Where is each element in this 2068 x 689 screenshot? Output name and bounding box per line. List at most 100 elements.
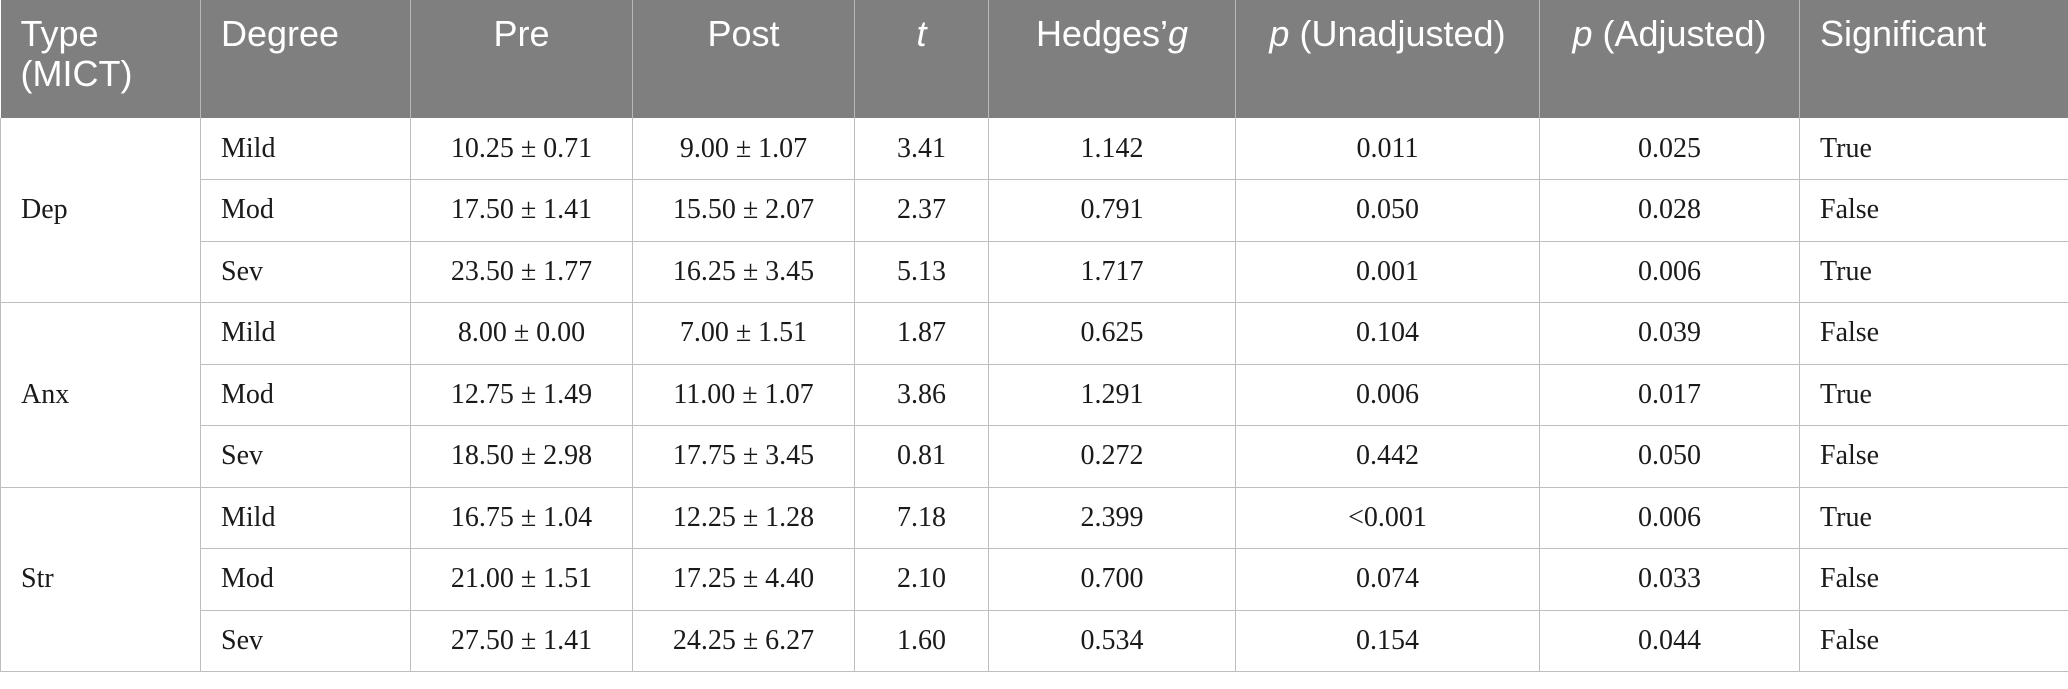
header-hedges: Hedges’g (988, 0, 1236, 118)
table-row: Str Mild 16.75 ± 1.04 12.25 ± 1.28 7.18 … (0, 487, 2068, 672)
p-adjusted-cell: 0.006 (1539, 487, 1800, 549)
hedges-cell: 0.272 (988, 425, 1236, 488)
significant-cell: True (1799, 364, 2068, 426)
pre-cell: 8.00 ± 0.00 (410, 302, 633, 365)
hedges-cell: 1.291 (988, 364, 1236, 426)
post-cell: 12.25 ± 1.28 (632, 487, 855, 549)
degree-cell: Sev (200, 241, 411, 303)
degree-cell: Mild (200, 118, 411, 180)
header-hedges-text: Hedges’ (1035, 13, 1169, 54)
degree-cell: Mod (200, 364, 411, 426)
header-significant: Significant (1799, 0, 2068, 118)
pre-cell: 16.75 ± 1.04 (410, 487, 633, 549)
post-cell: 24.25 ± 6.27 (632, 610, 855, 672)
degree-cell: Mild (200, 487, 411, 549)
significant-cell: True (1799, 241, 2068, 303)
p-adjusted-cell: 0.050 (1539, 425, 1800, 488)
p-unadjusted-cell: 0.074 (1235, 548, 1540, 611)
significant-cell: True (1799, 118, 2068, 180)
pre-cell: 18.50 ± 2.98 (410, 425, 633, 488)
t-cell: 3.86 (854, 364, 989, 426)
type-cell: Dep (0, 118, 201, 303)
significant-cell: False (1799, 302, 2068, 365)
header-hedges-symbol: g (1168, 13, 1189, 54)
post-cell: 11.00 ± 1.07 (632, 364, 855, 426)
post-cell: 16.25 ± 3.45 (632, 241, 855, 303)
table-row: Mod 21.00 ± 1.51 17.25 ± 4.40 2.10 0.700… (1, 548, 2068, 611)
t-cell: 3.41 (854, 118, 989, 180)
hedges-cell: 1.142 (988, 118, 1236, 180)
significant-cell: True (1799, 487, 2068, 549)
p-unadjusted-cell: 0.001 (1235, 241, 1540, 303)
table-body: Dep Mild 10.25 ± 0.71 9.00 ± 1.07 3.41 1… (0, 118, 2068, 672)
post-cell: 15.50 ± 2.07 (632, 179, 855, 242)
significant-cell: False (1799, 610, 2068, 672)
header-degree: Degree (200, 0, 411, 118)
hedges-cell: 0.791 (988, 179, 1236, 242)
hedges-cell: 0.625 (988, 302, 1236, 365)
header-p-unadjusted-text: (Unadjusted) (1289, 13, 1506, 54)
post-cell: 17.75 ± 3.45 (632, 425, 855, 488)
post-cell: 7.00 ± 1.51 (632, 302, 855, 365)
header-p-unadjusted: p (Unadjusted) (1235, 0, 1540, 118)
t-cell: 2.37 (854, 179, 989, 242)
t-cell: 1.60 (854, 610, 989, 672)
table-row: Mod 12.75 ± 1.49 11.00 ± 1.07 3.86 1.291… (1, 364, 2068, 426)
post-cell: 17.25 ± 4.40 (632, 548, 855, 611)
table-header: Type (MICT) Degree Pre Post t Hedges’g p… (0, 0, 2068, 118)
degree-cell: Mod (200, 179, 411, 242)
p-adjusted-cell: 0.025 (1539, 118, 1800, 180)
header-post: Post (632, 0, 855, 118)
significant-cell: False (1799, 179, 2068, 242)
t-cell: 7.18 (854, 487, 989, 549)
p-unadjusted-cell: 0.006 (1235, 364, 1540, 426)
pre-cell: 21.00 ± 1.51 (410, 548, 633, 611)
pre-cell: 23.50 ± 1.77 (410, 241, 633, 303)
table-row: Sev 18.50 ± 2.98 17.75 ± 3.45 0.81 0.272… (1, 425, 2068, 488)
p-adjusted-cell: 0.044 (1539, 610, 1800, 672)
table-row: Anx Mild 8.00 ± 0.00 7.00 ± 1.51 1.87 0.… (0, 302, 2068, 488)
table-row: Mod 17.50 ± 1.41 15.50 ± 2.07 2.37 0.791… (1, 179, 2068, 242)
header-pre: Pre (410, 0, 633, 118)
table-row: Sev 23.50 ± 1.77 16.25 ± 3.45 5.13 1.717… (1, 241, 2068, 303)
p-unadjusted-cell: 0.104 (1235, 302, 1540, 365)
significant-cell: False (1799, 425, 2068, 488)
header-t: t (854, 0, 989, 118)
pre-cell: 17.50 ± 1.41 (410, 179, 633, 242)
p-adjusted-cell: 0.017 (1539, 364, 1800, 426)
header-p-adjusted-text: (Adjusted) (1592, 13, 1767, 54)
degree-cell: Sev (200, 425, 411, 488)
hedges-cell: 1.717 (988, 241, 1236, 303)
pre-cell: 10.25 ± 0.71 (410, 118, 633, 180)
hedges-cell: 0.534 (988, 610, 1236, 672)
degree-cell: Mod (200, 548, 411, 611)
header-type: Type (MICT) (0, 0, 201, 118)
hedges-cell: 2.399 (988, 487, 1236, 549)
header-row: Type (MICT) Degree Pre Post t Hedges’g p… (0, 0, 2068, 118)
p-unadjusted-cell: 0.050 (1235, 179, 1540, 242)
p-unadjusted-cell: <0.001 (1235, 487, 1540, 549)
type-cell: Str (0, 487, 201, 672)
post-cell: 9.00 ± 1.07 (632, 118, 855, 180)
p-unadjusted-cell: 0.442 (1235, 425, 1540, 488)
results-table: Type (MICT) Degree Pre Post t Hedges’g p… (0, 0, 2068, 672)
hedges-cell: 0.700 (988, 548, 1236, 611)
p-adjusted-cell: 0.028 (1539, 179, 1800, 242)
p-adjusted-cell: 0.039 (1539, 302, 1800, 365)
table-row: Sev 27.50 ± 1.41 24.25 ± 6.27 1.60 0.534… (1, 610, 2068, 672)
t-cell: 2.10 (854, 548, 989, 611)
pre-cell: 12.75 ± 1.49 (410, 364, 633, 426)
table-row: Dep Mild 10.25 ± 0.71 9.00 ± 1.07 3.41 1… (0, 118, 2068, 303)
p-adjusted-cell: 0.006 (1539, 241, 1800, 303)
significant-cell: False (1799, 548, 2068, 611)
degree-cell: Sev (200, 610, 411, 672)
t-cell: 5.13 (854, 241, 989, 303)
header-p-adjusted: p (Adjusted) (1539, 0, 1800, 118)
header-p-symbol: p (1269, 13, 1290, 54)
p-unadjusted-cell: 0.011 (1235, 118, 1540, 180)
t-cell: 1.87 (854, 302, 989, 365)
degree-cell: Mild (200, 302, 411, 365)
p-unadjusted-cell: 0.154 (1235, 610, 1540, 672)
t-cell: 0.81 (854, 425, 989, 488)
p-adjusted-cell: 0.033 (1539, 548, 1800, 611)
